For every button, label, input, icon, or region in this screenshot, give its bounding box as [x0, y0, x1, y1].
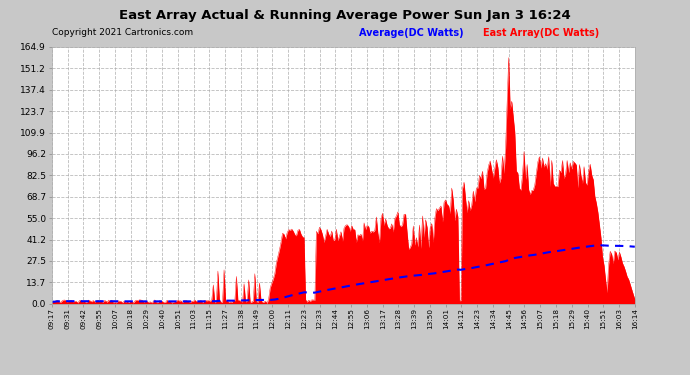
Text: Copyright 2021 Cartronics.com: Copyright 2021 Cartronics.com: [52, 28, 193, 37]
Text: Average(DC Watts): Average(DC Watts): [359, 28, 464, 38]
Text: East Array(DC Watts): East Array(DC Watts): [483, 28, 599, 38]
Text: East Array Actual & Running Average Power Sun Jan 3 16:24: East Array Actual & Running Average Powe…: [119, 9, 571, 22]
